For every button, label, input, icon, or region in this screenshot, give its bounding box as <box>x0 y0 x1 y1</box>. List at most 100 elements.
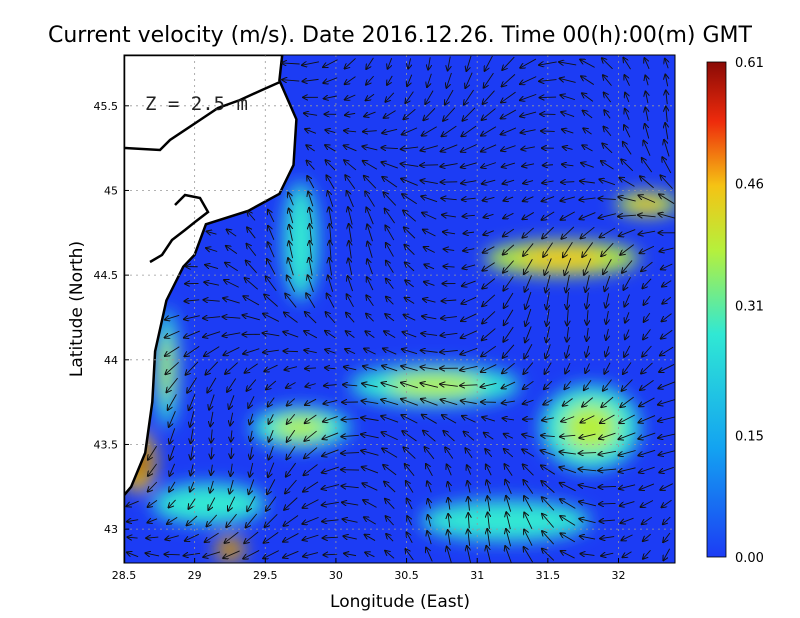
current-arrow-468 <box>543 399 553 405</box>
current-arrow-309 <box>482 294 496 306</box>
current-arrow-59 <box>304 113 318 115</box>
current-arrow-118 <box>344 160 357 171</box>
current-arrow-416 <box>544 362 552 374</box>
current-arrow-320 <box>184 315 200 320</box>
current-arrow-463 <box>441 400 458 406</box>
current-arrow-10 <box>485 55 493 71</box>
current-arrow-16 <box>602 58 613 70</box>
current-arrow-399 <box>205 361 219 375</box>
current-arrow-528 <box>170 445 175 460</box>
current-arrow-69 <box>501 109 517 118</box>
current-arrow-272 <box>245 278 259 290</box>
ytick-label-5: 45.5 <box>94 100 119 113</box>
current-arrow-523 <box>599 432 616 439</box>
current-arrow-41 <box>324 96 337 99</box>
current-arrow-637 <box>147 519 158 523</box>
current-arrow-319 <box>165 314 180 319</box>
current-arrow-587 <box>267 479 276 494</box>
current-arrow-603 <box>579 485 597 490</box>
current-arrow-685 <box>542 531 555 545</box>
current-arrow-632 <box>599 503 616 504</box>
current-arrow-393 <box>606 346 609 356</box>
current-arrow-234 <box>483 246 495 253</box>
current-arrow-145 <box>502 180 515 184</box>
current-arrow-580 <box>659 466 674 472</box>
current-arrow-279 <box>386 279 394 289</box>
current-arrow-75 <box>625 109 630 120</box>
current-arrow-719 <box>663 548 671 561</box>
current-arrow-686 <box>560 533 576 543</box>
current-arrow-602 <box>560 483 576 492</box>
current-arrow-360 <box>461 330 478 338</box>
current-arrow-347 <box>203 331 221 337</box>
current-arrow-455 <box>287 398 296 406</box>
current-arrow-371 <box>165 346 180 356</box>
current-arrow-548 <box>559 452 576 454</box>
current-arrow-575 <box>559 467 577 474</box>
current-arrow-402 <box>264 364 278 371</box>
xtick-label-4: 30.5 <box>394 569 419 582</box>
current-arrow-204 <box>367 224 373 242</box>
current-arrow-669 <box>224 531 239 543</box>
current-arrow-67 <box>462 107 476 121</box>
current-arrow-325 <box>284 312 298 323</box>
current-arrow-235 <box>503 244 515 255</box>
current-arrow-322 <box>222 317 241 318</box>
current-arrow-316 <box>624 294 630 307</box>
current-arrow-120 <box>381 162 398 169</box>
current-arrow-89 <box>521 130 536 133</box>
current-arrow-384 <box>421 350 438 352</box>
current-arrow-302 <box>347 294 354 308</box>
current-arrow-273 <box>266 276 277 292</box>
current-arrow-51 <box>520 93 537 100</box>
current-arrow-332 <box>422 316 437 319</box>
current-arrow-604 <box>598 486 616 487</box>
current-arrow-91 <box>562 129 574 133</box>
current-arrow-611 <box>188 498 196 509</box>
current-arrow-137 <box>345 175 356 190</box>
current-arrow-218 <box>638 231 656 234</box>
xtick-label-0: 28.5 <box>112 569 137 582</box>
xtick-label-2: 29.5 <box>253 569 278 582</box>
current-arrow-222 <box>247 244 257 256</box>
current-arrow-77 <box>666 107 667 122</box>
current-arrow-100 <box>362 146 378 150</box>
current-arrow-418 <box>585 363 589 373</box>
current-arrow-139 <box>382 177 398 188</box>
current-arrow-583 <box>190 481 194 492</box>
current-arrow-344 <box>662 313 672 322</box>
current-arrow-562 <box>303 464 318 476</box>
current-arrow-459 <box>361 401 379 404</box>
current-arrow-448 <box>658 381 675 388</box>
current-arrow-262 <box>544 258 552 274</box>
current-arrow-108 <box>521 147 535 150</box>
current-arrow-710 <box>486 546 492 563</box>
colorbar-tick-4: 0.61 <box>735 56 764 71</box>
current-arrow-14 <box>559 62 577 65</box>
current-arrow-424 <box>187 377 197 393</box>
current-arrow-92 <box>583 128 592 135</box>
current-arrow-618 <box>322 502 339 505</box>
current-arrow-265 <box>603 259 612 274</box>
current-arrow-125 <box>481 162 496 168</box>
current-arrow-665 <box>146 537 159 538</box>
current-arrow-5 <box>388 58 392 69</box>
current-arrow-561 <box>286 462 296 477</box>
current-arrow-255 <box>405 262 415 272</box>
current-arrow-169 <box>579 198 596 200</box>
current-arrow-271 <box>224 280 239 288</box>
current-arrow-17 <box>623 58 631 70</box>
current-arrow-157 <box>347 191 354 208</box>
current-arrow-677 <box>386 534 394 542</box>
current-arrow-264 <box>584 258 592 274</box>
current-arrow-181 <box>385 209 395 224</box>
current-arrow-600 <box>523 480 534 494</box>
current-arrow-527 <box>148 445 157 460</box>
current-arrow-511 <box>361 434 379 439</box>
current-arrow-78 <box>305 129 317 134</box>
current-arrow-621 <box>385 499 395 510</box>
colorbar-tick-2: 0.31 <box>735 299 764 314</box>
current-arrow-193 <box>618 215 636 216</box>
current-arrow-57 <box>646 92 648 104</box>
current-arrow-171 <box>618 197 636 202</box>
